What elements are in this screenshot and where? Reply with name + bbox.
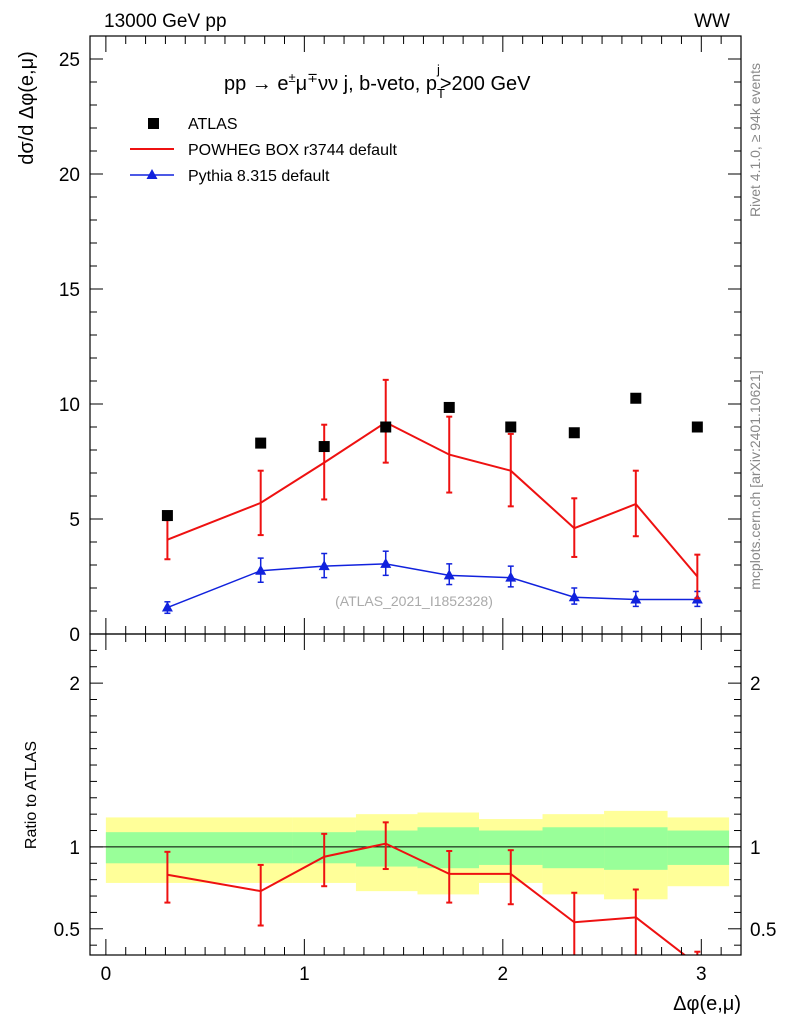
main-y-tick-label: 5 [69, 510, 80, 531]
ratio-y-tick-label-left: 1 [69, 838, 80, 859]
main-y-tick-label: 10 [59, 395, 80, 416]
x-axis-label: Δφ(e,μ) [673, 993, 741, 1015]
pythia-point [318, 560, 330, 571]
x-tick-label: 2 [498, 964, 509, 985]
main-y-axis-label: dσ/d Δφ(e,μ) [16, 51, 38, 165]
pythia-point [443, 569, 455, 580]
legend: ATLAS POWHEG BOX r3744 default Pythia 8.… [130, 116, 398, 185]
x-tick-label: 0 [101, 964, 112, 985]
ratio-y-tick-label-right: 1 [750, 838, 761, 859]
atlas-data-point [443, 401, 455, 413]
ratio-plot-panel: 0.5 0.5 1 1 2 2 0 1 2 3 Ratio to ATLAS Δφ(e,μ) [23, 633, 776, 1015]
x-tick-label: 3 [696, 964, 707, 985]
pythia-point [255, 564, 267, 575]
atlas-data-point [255, 437, 267, 449]
atlas-data-point [161, 510, 173, 522]
ratio-y-axis-label: Ratio to ATLAS [23, 741, 40, 849]
legend-atlas-marker [148, 118, 159, 129]
atlas-data-point [568, 427, 580, 439]
pythia-point [380, 557, 392, 568]
mcplots-note: mcplots.cern.ch [arXiv:2401.10621] [747, 370, 763, 589]
main-plot-panel: 0 5 10 15 20 25 pp → e±μ∓νν j, b-veto, pTj>20… [16, 35, 742, 646]
ratio-plot-marks [90, 810, 741, 955]
main-axis-ticks: 0 5 10 15 20 25 [59, 35, 741, 646]
ratio-inner-band [667, 830, 730, 865]
legend-powheg-label: POWHEG BOX r3744 default [188, 142, 398, 159]
atlas-data-point [380, 421, 392, 433]
ratio-y-tick-label-right: 0.5 [750, 920, 776, 941]
header-process-label: WW [694, 11, 730, 32]
ratio-inner-band [604, 827, 668, 870]
ratio-powheg-group [164, 821, 701, 955]
main-plot-marks [161, 378, 703, 615]
ratio-inner-band [542, 827, 605, 869]
legend-pythia-label: Pythia 8.315 default [188, 168, 330, 185]
main-y-tick-label: 25 [59, 50, 80, 71]
main-y-tick-label: 20 [59, 165, 80, 186]
atlas-data-point [691, 421, 703, 433]
pythia-point [161, 601, 173, 612]
ratio-y-tick-label-left: 0.5 [54, 920, 80, 941]
legend-atlas-label: ATLAS [188, 116, 238, 133]
legend-pythia-marker [146, 169, 158, 179]
atlas-data-point [318, 441, 330, 453]
x-tick-label: 1 [299, 964, 310, 985]
analysis-watermark: (ATLAS_2021_I1852328) [335, 593, 493, 609]
powheg-series-line [167, 421, 699, 578]
rivet-version-note: Rivet 4.1.0, ≥ 94k events [747, 63, 763, 217]
ratio-plot-frame [89, 633, 742, 956]
atlas-data-point [630, 392, 642, 404]
header-energy-label: 13000 GeV pp [104, 11, 227, 32]
ratio-axis-ticks: 0.5 0.5 1 1 2 2 0 1 2 3 [54, 633, 776, 985]
pythia-point [505, 571, 517, 582]
ratio-y-tick-label-right: 2 [750, 674, 761, 695]
pythia-point [630, 593, 642, 604]
atlas-data-point [505, 421, 517, 433]
main-y-tick-label: 15 [59, 280, 80, 301]
ratio-inner-band [105, 832, 293, 864]
main-plot-title: pp → e±μ∓νν j, b-veto, pTj>200 GeV [224, 62, 531, 101]
ratio-y-tick-label-left: 2 [69, 674, 80, 695]
pythia-point [568, 591, 580, 602]
main-y-tick-label: 0 [69, 625, 80, 646]
